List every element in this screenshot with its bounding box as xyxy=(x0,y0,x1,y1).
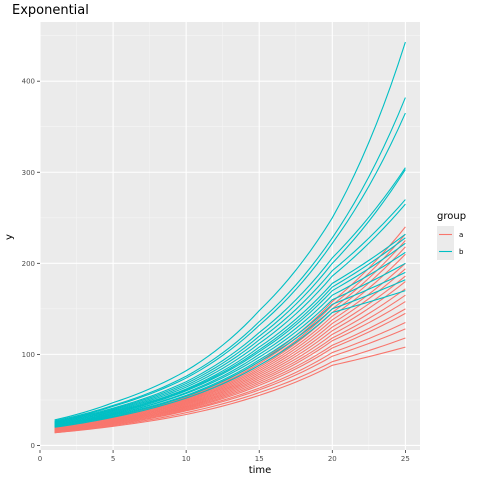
chart-title: Exponential xyxy=(12,3,89,18)
series-line-a xyxy=(54,301,406,432)
legend-label-a: a xyxy=(459,231,463,239)
series-line-b xyxy=(54,199,406,424)
series-line-b xyxy=(54,233,406,425)
series-line-b xyxy=(54,242,406,426)
x-axis-title: time xyxy=(249,465,272,476)
y-axis: 0 100 200 300 400 xyxy=(22,78,40,450)
series-line-b xyxy=(54,279,406,427)
x-tick-label: 10 xyxy=(182,455,191,463)
series-line-b xyxy=(54,290,406,428)
y-tick-label: 300 xyxy=(22,169,35,177)
series-line-b xyxy=(54,167,406,423)
y-tick-label: 0 xyxy=(31,442,35,450)
series-line-a xyxy=(54,253,406,430)
series-group-b xyxy=(54,41,406,428)
series-line-b xyxy=(54,203,406,425)
y-axis-title: y xyxy=(4,234,15,240)
x-axis: 0 5 10 15 20 25 xyxy=(38,450,410,463)
grid-major xyxy=(39,22,420,450)
series-line-a xyxy=(54,337,406,434)
series-group-a xyxy=(54,226,406,434)
x-tick-label: 20 xyxy=(328,455,337,463)
plot-panel xyxy=(40,22,420,450)
series-line-b xyxy=(54,237,406,426)
x-tick-label: 5 xyxy=(111,455,115,463)
series-line-b xyxy=(54,41,406,421)
series-line-a xyxy=(54,262,406,430)
y-tick-label: 200 xyxy=(22,260,35,268)
series-line-b xyxy=(54,271,406,427)
legend-label-b: b xyxy=(459,248,464,256)
series-line-a xyxy=(54,322,406,433)
series-line-a xyxy=(54,275,406,431)
series-line-b xyxy=(54,112,406,423)
series-line-a xyxy=(54,288,406,431)
legend: group a b xyxy=(437,211,466,260)
series-line-a xyxy=(54,312,406,433)
x-tick-label: 15 xyxy=(255,455,264,463)
x-tick-label: 25 xyxy=(401,455,410,463)
series-line-b xyxy=(54,97,406,422)
series-line-a xyxy=(54,346,406,434)
series-line-b xyxy=(54,169,406,424)
x-tick-label: 0 xyxy=(38,455,42,463)
series-line-b xyxy=(54,251,406,426)
y-tick-label: 400 xyxy=(22,78,35,86)
y-tick-label: 100 xyxy=(22,351,35,359)
legend-title: group xyxy=(437,211,466,222)
